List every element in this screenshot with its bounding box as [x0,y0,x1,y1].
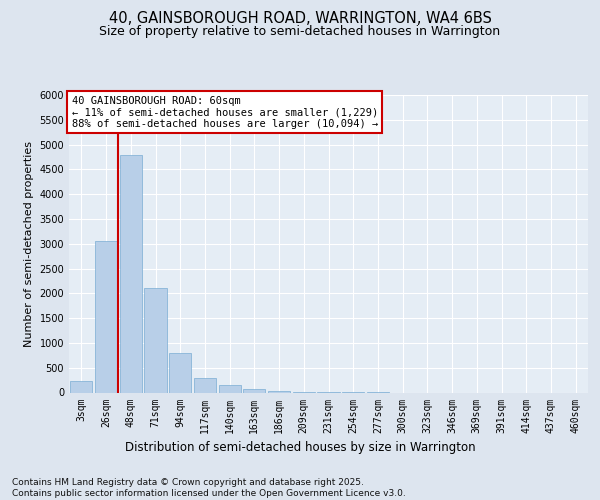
Bar [194,378,216,392]
Bar [119,154,142,392]
Bar [95,242,117,392]
Bar [218,385,241,392]
Text: Contains HM Land Registry data © Crown copyright and database right 2025.
Contai: Contains HM Land Registry data © Crown c… [12,478,406,498]
Bar [145,288,167,393]
Bar [243,388,265,392]
Bar [70,381,92,392]
Text: Distribution of semi-detached houses by size in Warrington: Distribution of semi-detached houses by … [125,441,475,454]
Bar [268,391,290,392]
Text: Size of property relative to semi-detached houses in Warrington: Size of property relative to semi-detach… [100,25,500,38]
Y-axis label: Number of semi-detached properties: Number of semi-detached properties [24,141,34,347]
Text: 40, GAINSBOROUGH ROAD, WARRINGTON, WA4 6BS: 40, GAINSBOROUGH ROAD, WARRINGTON, WA4 6… [109,11,491,26]
Text: 40 GAINSBOROUGH ROAD: 60sqm
← 11% of semi-detached houses are smaller (1,229)
88: 40 GAINSBOROUGH ROAD: 60sqm ← 11% of sem… [71,96,378,129]
Bar [169,353,191,393]
